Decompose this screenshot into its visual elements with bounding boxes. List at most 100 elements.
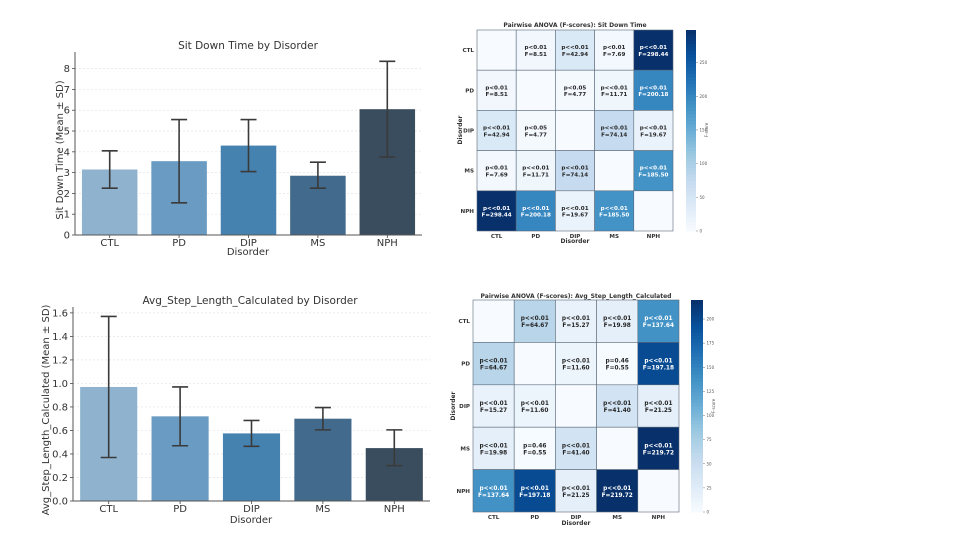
x-tick-label: MS [315, 504, 330, 515]
colorbar-segment [691, 345, 703, 350]
heatmap-cell-dip-dip [555, 110, 595, 151]
heatmap-annotation: F=200.18 [638, 92, 668, 98]
y-tick-label: 2 [64, 189, 70, 200]
heatmap-cell-pd-ms [596, 342, 639, 386]
heatmap-cell-ctl-ctl [476, 29, 517, 71]
colorbar-segment [686, 217, 696, 222]
heatmap-annotation: p<<0.01 [561, 206, 588, 212]
heatmap-cell-nph-ctl [472, 469, 515, 513]
heatmap-annotation: F=41.40 [562, 450, 589, 456]
colorbar-segment [691, 314, 703, 319]
colorbar-tick-label: 100 [707, 413, 715, 418]
heatmap-annotation: p<<0.01 [562, 486, 590, 492]
heatmap-x-tick-label: MS [612, 515, 622, 521]
heatmap-annotation: F=15.27 [562, 323, 589, 329]
colorbar-segment [686, 63, 696, 68]
colorbar-segment [691, 448, 703, 453]
heatmap-cell-nph-pd [513, 469, 556, 513]
heatmap-annotation: F=15.27 [480, 408, 507, 414]
heatmap-y-tick-label: CTL [463, 48, 475, 54]
colorbar-segment [691, 349, 703, 354]
colorbar-segment [691, 353, 703, 358]
colorbar-segment [686, 160, 696, 165]
colorbar-segment [686, 70, 696, 75]
colorbar-segment [691, 459, 703, 464]
colorbar-segment [686, 200, 696, 205]
colorbar-segment [686, 56, 696, 61]
colorbar-segment [686, 174, 696, 178]
y-tick-label: 0.2 [52, 473, 68, 484]
heatmap-x-tick-label: CTL [491, 234, 503, 240]
colorbar-segment [691, 395, 703, 400]
y-tick-label: 5 [64, 127, 70, 138]
heatmap-y-tick-label: NPH [461, 209, 475, 215]
heatmap-annotation: F=11.71 [523, 173, 549, 179]
colorbar-segment [691, 406, 703, 411]
heatmap-y-tick-label: MS [464, 169, 474, 175]
colorbar-segment [691, 324, 703, 329]
colorbar-segment [691, 416, 703, 421]
colorbar-segment [686, 130, 696, 135]
x-tick-label: CTL [100, 238, 119, 249]
colorbar-segment [691, 310, 703, 315]
heatmap-annotation: p<<0.01 [483, 206, 510, 212]
colorbar-segment [691, 441, 703, 446]
heatmap-y-tick-label: DIP [463, 129, 474, 135]
colorbar-tick-label: 50 [707, 461, 713, 466]
heatmap-annotation: p<<0.01 [521, 486, 549, 492]
colorbar-tick-label: 50 [700, 195, 706, 200]
colorbar-segment [691, 437, 703, 442]
x-tick-label: PD [173, 504, 187, 515]
colorbar-segment [691, 321, 703, 326]
heatmap-cell-ms-ctl [476, 150, 517, 192]
colorbar-segment [686, 214, 696, 219]
x-tick-label: NPH [377, 238, 398, 249]
heatmap-annotation: p<<0.01 [522, 206, 549, 212]
colorbar-segment [691, 444, 703, 449]
colorbar-tick-label: 150 [700, 127, 708, 132]
bar-chart-avg-step-length: Avg_Step_Length_Calculated by Disorder D… [41, 295, 430, 526]
colorbar-label: F-score [704, 122, 709, 137]
colorbar-segment [686, 76, 696, 81]
colorbar-segment [691, 434, 703, 439]
heatmap-annotation: F=74.14 [562, 173, 588, 179]
colorbar-segment [691, 473, 703, 478]
colorbar-tick-label: 100 [700, 161, 708, 166]
heatmap-annotation: F=219.72 [602, 493, 633, 499]
colorbar-segment [686, 204, 696, 209]
heatmap-annotation: F=185.50 [638, 173, 668, 179]
heatmap-annotation: p<0.01 [603, 45, 626, 51]
heatmap-annotation: F=219.72 [643, 450, 674, 456]
heatmap-annotation: F=21.25 [645, 408, 672, 414]
heatmap-cell-dip-dip [555, 384, 597, 428]
heatmap-annotation: F=197.18 [519, 493, 550, 499]
heatmap-annotation: p<<0.01 [601, 126, 628, 132]
heatmap-annotation: F=185.50 [599, 213, 629, 219]
heatmap-cell-ctl-nph [637, 299, 680, 343]
heatmap-annotation: F=8.51 [525, 52, 547, 58]
heatmap-annotation: F=42.94 [483, 132, 509, 138]
heatmap-cell-ms-ms [594, 150, 635, 192]
y-tick-label: 0.0 [52, 497, 68, 508]
heatmap-cell-ms-nph [633, 150, 674, 192]
heatmap-cell-ctl-pd [513, 299, 556, 343]
y-tick-label: 1.2 [52, 355, 68, 366]
heatmap-cell-ms-pd [515, 150, 556, 192]
colorbar-segment [691, 335, 703, 340]
heatmap-annotation: F=19.67 [640, 132, 666, 138]
x-axis-label: Disorder [230, 515, 273, 526]
colorbar-segment [691, 430, 703, 435]
heatmap-cell-pd-ctl [472, 342, 515, 386]
heatmap-annotation: F=4.77 [525, 132, 547, 138]
colorbar-segment [691, 342, 703, 347]
heatmap-annotation: p<0.05 [564, 85, 587, 91]
heatmap-annotation: F=298.44 [638, 52, 668, 58]
colorbar-segment [691, 455, 703, 460]
colorbar-segment [686, 150, 696, 155]
colorbar-segment [691, 423, 703, 428]
x-axis-label: Disorder [227, 247, 270, 258]
heatmap-y-tick-label: DIP [459, 404, 470, 410]
heatmap-cell-pd-nph [637, 342, 680, 386]
heatmap-annotation: p<<0.01 [644, 359, 672, 365]
heatmap-annotation: p<<0.01 [603, 316, 631, 322]
